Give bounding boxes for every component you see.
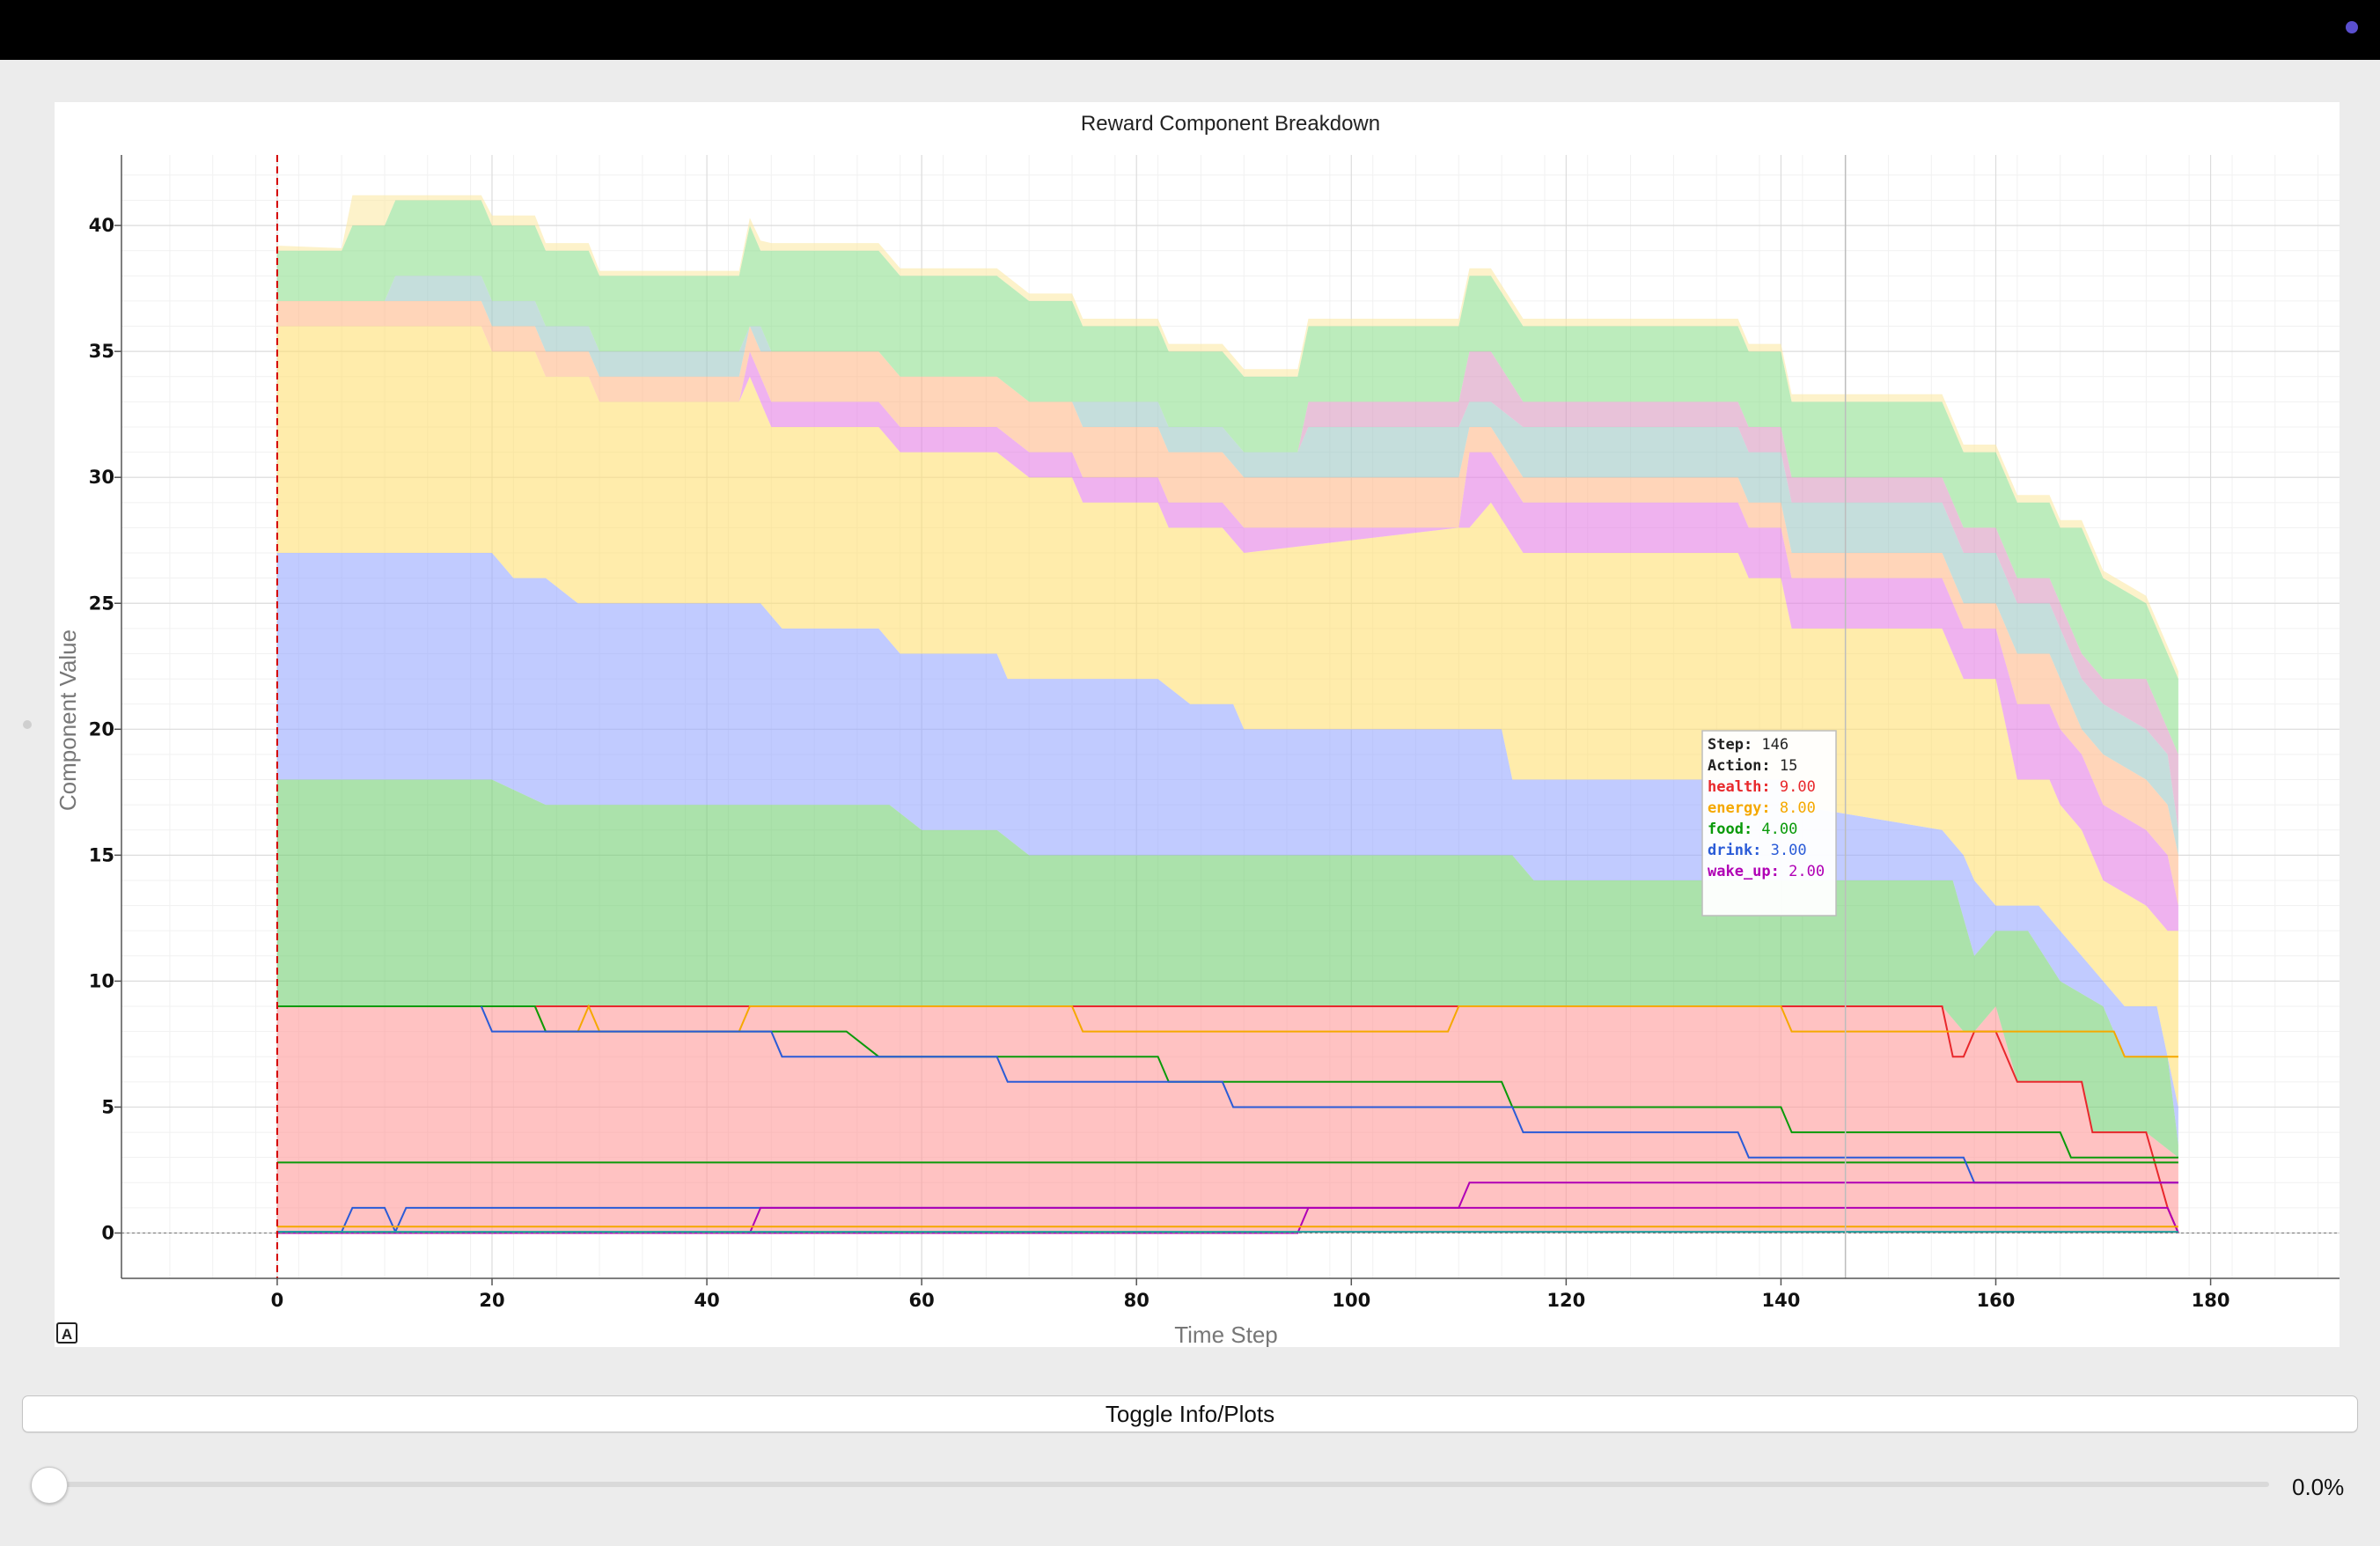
tooltip-value: 146 bbox=[1761, 736, 1789, 754]
x-tick-label: 20 bbox=[479, 1290, 504, 1311]
tooltip-line: health: 9.00 bbox=[1708, 778, 1816, 796]
y-tick-label: 15 bbox=[89, 844, 114, 865]
series-line-drink bbox=[480, 1005, 2178, 1184]
stacked-area-band bbox=[276, 326, 2178, 1108]
tooltip-key: drink: bbox=[1708, 842, 1771, 859]
autoscale-button[interactable]: A bbox=[56, 1322, 77, 1344]
x-tick-label: 140 bbox=[1762, 1290, 1801, 1311]
x-tick-label: 80 bbox=[1124, 1290, 1150, 1311]
reward-breakdown-chart[interactable]: 0 20 40 60 80 100 120 140 160 180 0 5 10 15 20 25 30 35 40… bbox=[55, 102, 2340, 1347]
x-tick-label: 160 bbox=[1977, 1290, 2016, 1311]
tooltip-value: 3.00 bbox=[1771, 842, 1807, 859]
tooltip-value: 4.00 bbox=[1761, 821, 1797, 838]
stacked-area-band bbox=[276, 276, 2178, 830]
tooltip-key: wake_up: bbox=[1708, 863, 1789, 880]
tooltip-line: drink: 3.00 bbox=[1708, 842, 1807, 859]
x-tick-label: 120 bbox=[1546, 1290, 1585, 1311]
stacked-area-band bbox=[276, 1006, 2178, 1233]
tooltip-key: Action: bbox=[1708, 757, 1780, 775]
status-dot bbox=[2346, 21, 2358, 33]
tooltip-value: 2.00 bbox=[1789, 863, 1825, 880]
stacked-area-band bbox=[276, 553, 2178, 1145]
tooltip-box bbox=[1701, 730, 1837, 917]
stacked-area-band bbox=[276, 326, 2178, 931]
series-line-layer bbox=[276, 1004, 2179, 1234]
y-tick-label: 25 bbox=[89, 593, 114, 614]
y-tick-label: 10 bbox=[89, 970, 114, 991]
slider-value: 0.0% bbox=[2292, 1474, 2345, 1500]
timeline-slider-handle[interactable] bbox=[31, 1467, 68, 1504]
tooltip-value: 8.00 bbox=[1780, 799, 1816, 817]
x-tick-label: 0 bbox=[271, 1290, 284, 1311]
chart-panel: 0 20 40 60 80 100 120 140 160 180 0 5 10 15 20 25 30 35 40… bbox=[55, 102, 2340, 1347]
x-tick-label: 100 bbox=[1332, 1290, 1370, 1311]
x-tick-label: 60 bbox=[909, 1290, 935, 1311]
tooltip-value: 9.00 bbox=[1780, 778, 1816, 796]
stacked-area-band bbox=[276, 200, 2178, 755]
x-tick-label: 40 bbox=[694, 1290, 719, 1311]
y-tick-label: 5 bbox=[101, 1096, 114, 1117]
y-tick-label: 30 bbox=[89, 467, 114, 488]
tooltip-line: food: 4.00 bbox=[1708, 821, 1797, 838]
timeline-slider-track[interactable] bbox=[51, 1482, 2269, 1487]
y-axis-label: Component Value bbox=[55, 629, 81, 811]
chart-title: Reward Component Breakdown bbox=[1081, 112, 1380, 136]
stacked-area-band bbox=[276, 779, 2178, 1158]
tooltip-value: 15 bbox=[1780, 757, 1797, 775]
y-tick-label: 20 bbox=[89, 718, 114, 740]
tooltip-key: food: bbox=[1708, 821, 1761, 838]
chart-axes: 0 20 40 60 80 100 120 140 160 180 0 5 10 15 20 25 30 35 40 bbox=[89, 155, 2340, 1311]
stacked-area-layer bbox=[276, 195, 2178, 1233]
tooltip-key: health: bbox=[1708, 778, 1780, 796]
series-line-health bbox=[276, 1005, 2179, 1233]
y-tick-label: 35 bbox=[89, 341, 114, 362]
x-tick-label: 180 bbox=[2192, 1290, 2230, 1311]
toggle-info-plots-button[interactable]: Toggle Info/Plots bbox=[22, 1395, 2358, 1432]
window-title-bar bbox=[0, 0, 2380, 60]
tooltip-line: energy: 8.00 bbox=[1708, 799, 1816, 817]
tooltip-line: Action: 15 bbox=[1708, 757, 1797, 775]
x-axis-label: Time Step bbox=[1174, 1321, 1278, 1347]
tooltip-line: wake_up: 2.00 bbox=[1708, 863, 1825, 880]
tooltip-key: energy: bbox=[1708, 799, 1780, 817]
y-tick-label: 40 bbox=[89, 215, 114, 236]
splitter-handle[interactable] bbox=[23, 720, 32, 729]
tooltip-line: Step: 146 bbox=[1708, 736, 1789, 754]
tooltip-key: Step: bbox=[1708, 736, 1761, 754]
y-tick-label: 0 bbox=[101, 1223, 114, 1244]
